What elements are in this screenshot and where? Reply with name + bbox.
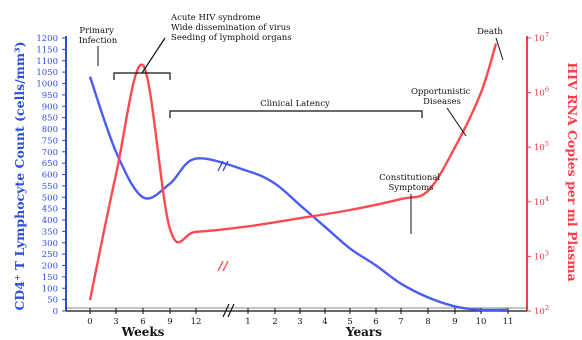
x-tick-label: 10 (476, 317, 487, 327)
pointer-opportunistic-diseases (446, 107, 467, 137)
y-left-tick-label: 450 (42, 205, 58, 215)
x-tick-label: 3 (113, 317, 118, 327)
x-tick-label: 1 (245, 317, 250, 327)
y-left-tick-label: 250 (42, 250, 58, 260)
y-left-tick-label: 1200 (36, 34, 58, 44)
y-left-tick-label: 550 (42, 182, 58, 192)
annotation-constitutional-symptoms: Constitutional Symptoms (379, 173, 443, 193)
x-title-weeks: Weeks (121, 325, 165, 339)
y-left-tick-label: 1100 (36, 57, 58, 67)
y-left-tick-label: 700 (42, 148, 58, 158)
y-left-tick-label: 1050 (36, 68, 58, 78)
y-left-tick-label: 950 (42, 91, 58, 101)
y-left-tick-label: 500 (42, 193, 58, 203)
bracket-acute-hiv (113, 37, 171, 80)
y-left-label: CD4⁺ T Lymphocyte Count (cells/mm³) (12, 41, 27, 310)
blue-break-marks (217, 160, 229, 172)
y-left-tick-label: 350 (42, 227, 58, 237)
y-right-tick-label: 106 (534, 86, 549, 99)
x-tick-label: 6 (140, 317, 145, 327)
axis-break-marks (222, 303, 235, 318)
y-right-tick-label: 103 (534, 249, 549, 262)
y-left-tick-label: 650 (42, 159, 58, 169)
x-tick-label: 5 (347, 317, 352, 327)
y-left-tick-label: 1150 (36, 45, 58, 55)
annotation-acute-hiv: Acute HIV syndrome Wide dissemination of… (170, 13, 293, 43)
y-left-tick-label: 800 (42, 125, 58, 135)
y-left-tick-label: 850 (42, 114, 58, 124)
annotation-opportunistic-diseases: Opportunistic Diseases (411, 87, 473, 107)
viral-load-line (88, 43, 498, 301)
x-tick-label: 9 (452, 317, 457, 327)
bracket-clinical-latency (169, 110, 423, 118)
y-left-tick-label: 100 (42, 284, 58, 294)
pointer-death (495, 37, 504, 61)
x-tick-label: 8 (425, 317, 430, 327)
cd4-count-line (88, 76, 509, 312)
y-right-tick-label: 104 (534, 195, 549, 208)
y-left-tick-label: 150 (42, 273, 58, 283)
x-tick-label: 6 (373, 317, 378, 327)
x-title-years: Years (345, 325, 382, 339)
red-break-marks (217, 260, 229, 272)
y-left-tick-label: 750 (42, 136, 58, 146)
x-tick-label: 11 (503, 317, 514, 327)
y-left-tick-label: 300 (42, 239, 58, 249)
annotation-clinical-latency: Clinical Latency (260, 99, 330, 109)
y-right-tick-label: 102 (534, 304, 549, 317)
y-left-tick-label: 1000 (36, 80, 58, 90)
y-left-tick-label: 900 (42, 102, 58, 112)
x-tick-label: 12 (191, 317, 202, 327)
annotation-death: Death (477, 27, 503, 37)
y-right-tick-label: 105 (534, 140, 549, 153)
y-right-tick-label: 107 (534, 31, 549, 44)
annotation-primary-infection: Primary Infection (79, 26, 118, 46)
y-left-tick-label: 600 (42, 171, 58, 181)
y-right-label: HIV RNA Copies per ml Plasma (565, 62, 580, 281)
y-left-tick-label: 400 (42, 216, 58, 226)
x-tick-label: 9 (167, 317, 172, 327)
y-left-tick-label: 50 (47, 296, 58, 306)
x-tick-label: 3 (297, 317, 302, 327)
y-left-tick-label: 200 (42, 262, 58, 272)
x-tick-label: 7 (398, 317, 403, 327)
x-tick-label: 2 (272, 317, 277, 327)
x-tick-label: 4 (322, 317, 327, 327)
y-left-tick-label: 0 (53, 307, 58, 317)
x-tick-label: 0 (87, 317, 92, 327)
